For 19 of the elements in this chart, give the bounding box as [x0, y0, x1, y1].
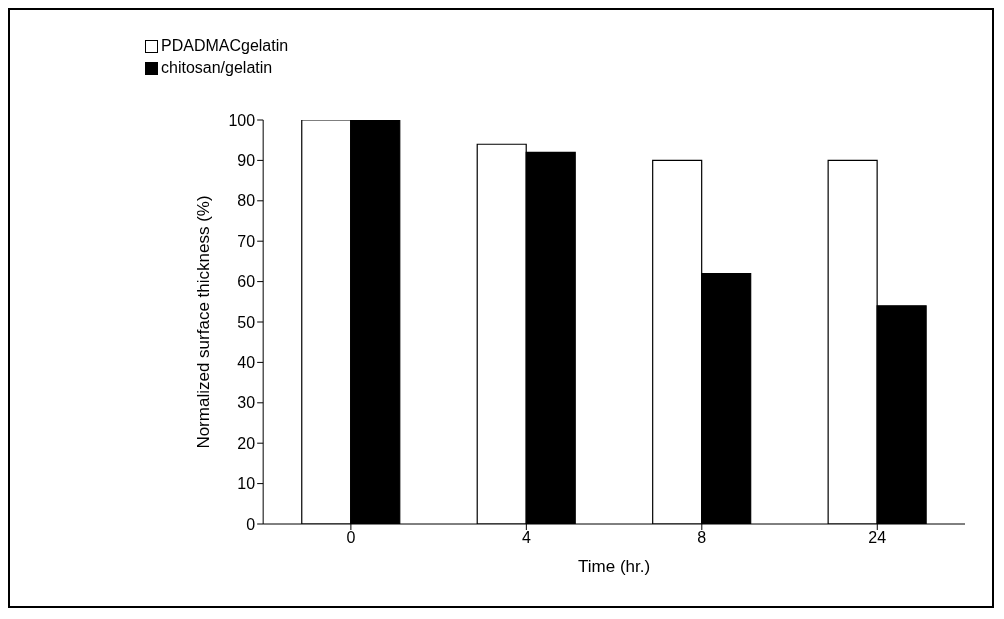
legend-label: chitosan/gelatin: [161, 59, 273, 77]
x-tick-label: 8: [697, 529, 707, 547]
y-tick-label: 100: [228, 111, 256, 129]
x-tick-label: 0: [346, 529, 356, 547]
x-axis-title: Time (hr.): [578, 557, 651, 576]
y-axis-title: Normalized surface thickness (%): [194, 195, 214, 449]
y-tick-label: 80: [237, 192, 256, 210]
y-tick-label: 40: [237, 354, 256, 372]
y-tick-label: 30: [237, 394, 256, 412]
y-tick-label: 90: [237, 152, 256, 170]
y-tick-label: 50: [237, 313, 256, 331]
y-tick-label: 10: [237, 475, 256, 493]
y-tick-label: 70: [237, 232, 256, 250]
x-tick-label: 4: [521, 529, 531, 547]
y-tick-label: 60: [237, 273, 256, 291]
y-tick-label: 20: [237, 434, 256, 452]
y-tick-label: 0: [246, 515, 256, 533]
x-tick-label: 24: [868, 529, 887, 547]
legend-label: PDADMACgelatin: [161, 37, 289, 55]
